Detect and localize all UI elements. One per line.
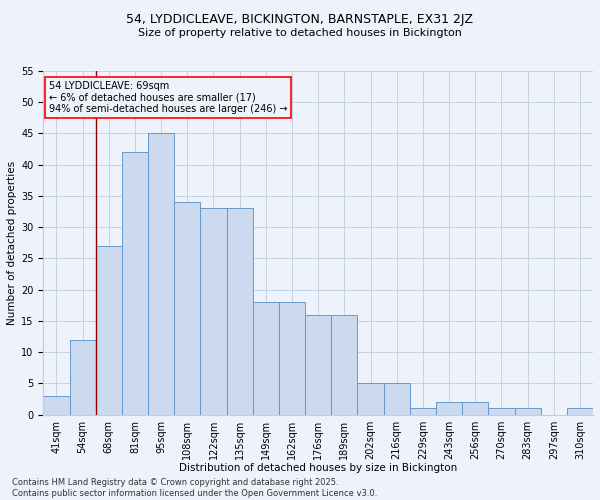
- Bar: [383, 384, 410, 414]
- Y-axis label: Number of detached properties: Number of detached properties: [7, 160, 17, 325]
- Bar: [436, 402, 462, 414]
- Bar: [148, 134, 174, 414]
- Bar: [227, 208, 253, 414]
- Bar: [488, 408, 515, 414]
- Bar: [174, 202, 200, 414]
- Bar: [410, 408, 436, 414]
- Bar: [567, 408, 593, 414]
- X-axis label: Distribution of detached houses by size in Bickington: Distribution of detached houses by size …: [179, 463, 457, 473]
- Bar: [70, 340, 95, 414]
- Bar: [200, 208, 227, 414]
- Bar: [43, 396, 70, 414]
- Bar: [358, 384, 383, 414]
- Text: 54 LYDDICLEAVE: 69sqm
← 6% of detached houses are smaller (17)
94% of semi-detac: 54 LYDDICLEAVE: 69sqm ← 6% of detached h…: [49, 82, 287, 114]
- Bar: [253, 302, 279, 414]
- Bar: [515, 408, 541, 414]
- Bar: [122, 152, 148, 414]
- Bar: [331, 314, 358, 414]
- Text: Contains HM Land Registry data © Crown copyright and database right 2025.
Contai: Contains HM Land Registry data © Crown c…: [12, 478, 377, 498]
- Bar: [95, 246, 122, 414]
- Text: 54, LYDDICLEAVE, BICKINGTON, BARNSTAPLE, EX31 2JZ: 54, LYDDICLEAVE, BICKINGTON, BARNSTAPLE,…: [127, 12, 473, 26]
- Text: Size of property relative to detached houses in Bickington: Size of property relative to detached ho…: [138, 28, 462, 38]
- Bar: [279, 302, 305, 414]
- Bar: [462, 402, 488, 414]
- Bar: [305, 314, 331, 414]
